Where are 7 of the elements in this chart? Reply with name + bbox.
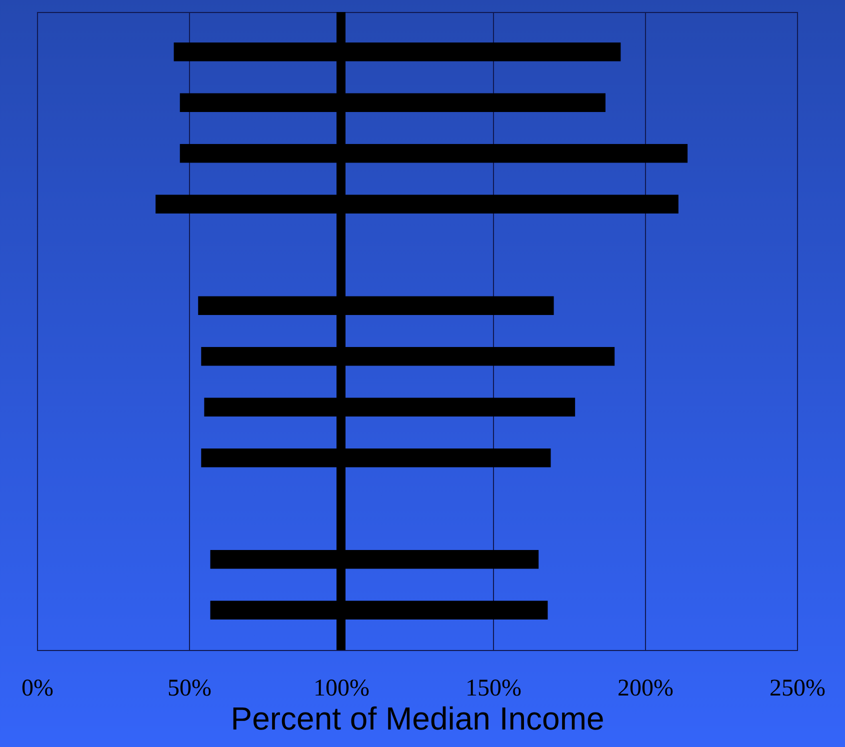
x-tick-label: 50% xyxy=(168,676,212,702)
x-tick-label: 200% xyxy=(618,676,674,702)
x-tick-label: 150% xyxy=(466,676,522,702)
x-tick-label: 100% xyxy=(314,676,370,702)
x-tick-label: 0% xyxy=(22,676,54,702)
x-axis-title: Percent of Median Income xyxy=(230,700,604,736)
x-tick-label: 250% xyxy=(770,676,826,702)
